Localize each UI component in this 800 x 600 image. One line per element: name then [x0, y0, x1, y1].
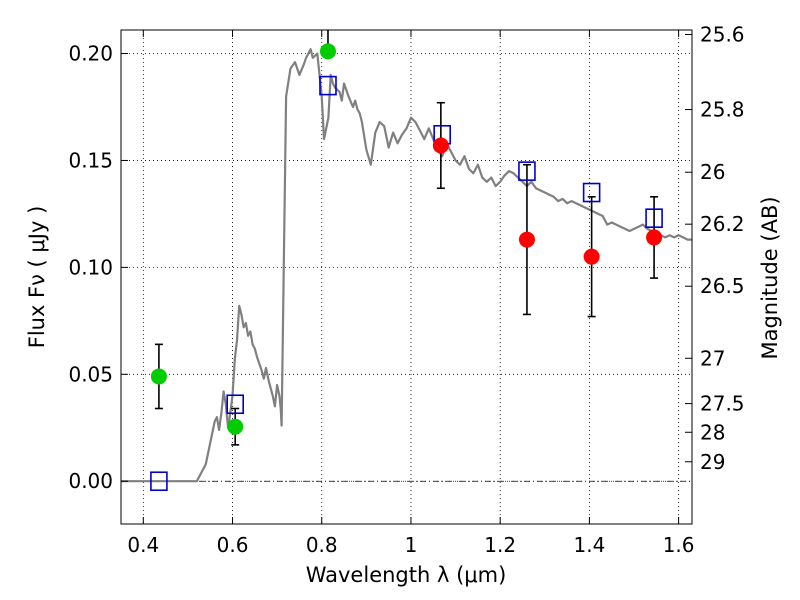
y-tick-label: 0.10: [68, 255, 113, 279]
x-tick-label: 1: [405, 533, 418, 557]
grid-lines: [121, 30, 692, 524]
x-tick-label: 1.4: [573, 533, 605, 557]
right-tick-label: 27: [700, 346, 725, 370]
right-tick-label: 29: [700, 450, 725, 474]
detection-point: [150, 368, 167, 385]
right-tick-label: 27.5: [700, 392, 745, 416]
detection-point: [646, 229, 663, 246]
x-tick-label: 0.8: [306, 533, 338, 557]
x-tick-label: 0.6: [217, 533, 249, 557]
right-tick-label: 26.2: [700, 212, 745, 236]
model-photometry-layer: [150, 75, 663, 492]
sed-model-layer: [121, 48, 692, 483]
detection-point: [518, 231, 535, 248]
x-tick-label: 1.6: [663, 533, 695, 557]
detection-point: [583, 248, 600, 265]
x-axis-label: Wavelength λ (μm): [306, 563, 507, 587]
plot-frame: [120, 29, 693, 525]
model-photometry-point: [319, 75, 337, 96]
model-photometry-point: [582, 182, 601, 203]
model-photometry-point: [645, 208, 663, 228]
sed-model-line: [121, 48, 692, 483]
y-tick-label: 0.00: [68, 469, 113, 493]
right-tick-label: 25.8: [700, 98, 745, 122]
model-photometry-point: [150, 471, 168, 492]
y-tick-label: 0.15: [68, 148, 113, 172]
y-axis-label: Flux Fν ( μJy ): [25, 206, 49, 349]
x-tick-label: 0.4: [127, 533, 159, 557]
detection-point: [227, 418, 244, 435]
right-tick-label: 26.5: [700, 274, 745, 298]
detections-layer: [150, 43, 663, 435]
right-tick-label: 25.6: [700, 22, 745, 46]
y-axis-ticks: 0.00 0.05 0.10 0.15 0.20: [68, 42, 128, 493]
error-bars-layer: [154, 30, 659, 446]
x-tick-label: 1.2: [484, 533, 516, 557]
y-tick-label: 0.20: [68, 42, 113, 66]
right-axis-ticks: 25.6 25.8 26 26.2 26.5 27 27.5 28 29: [685, 22, 745, 474]
detection-point: [319, 43, 336, 60]
right-axis-label: Magnitude (AB): [758, 196, 782, 359]
model-photometry-point: [518, 161, 536, 181]
right-tick-label: 26: [700, 160, 725, 184]
detection-point: [432, 137, 449, 154]
y-tick-label: 0.05: [68, 362, 113, 386]
x-axis-ticks: 0.4 0.6 0.8 1 1.2 1.4 1.6: [127, 30, 695, 557]
model-photometry-point: [226, 394, 244, 415]
right-tick-label: 28: [700, 420, 725, 444]
